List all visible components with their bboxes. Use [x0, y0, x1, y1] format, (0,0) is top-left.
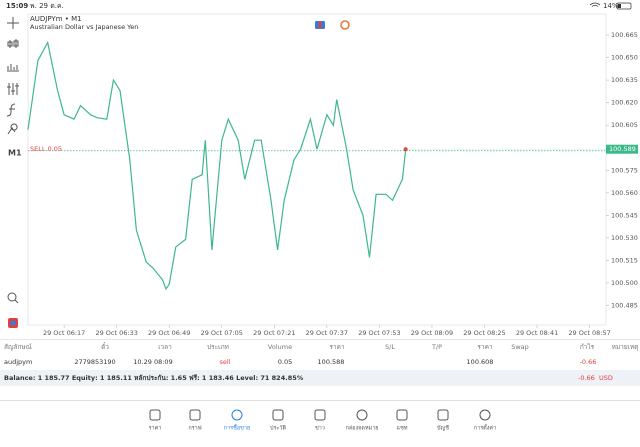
x-tick-label: 29 Oct 07:21	[253, 329, 295, 337]
x-tick-label: 29 Oct 07:05	[201, 329, 243, 337]
x-tick-label: 29 Oct 06:17	[43, 329, 85, 337]
divider	[0, 339, 640, 340]
nav-label[interactable]: ราคา	[149, 426, 162, 432]
nav-icon[interactable]	[189, 409, 201, 421]
nav-label[interactable]: กล่องจดหมาย	[345, 426, 378, 432]
flag-icon-inner	[318, 23, 322, 27]
position-current[interactable]: 100.608	[467, 358, 494, 366]
nav-icon[interactable]	[437, 409, 449, 421]
search-tool[interactable]	[7, 292, 17, 302]
app-icon-inner	[10, 321, 16, 325]
function-tool[interactable]	[6, 103, 16, 117]
account-summary: Balance: 1 185.77 Equity: 1 185.11 หลักป…	[4, 374, 304, 382]
position-price[interactable]: 100.588	[318, 358, 345, 366]
nav-label[interactable]: กราฟ	[188, 425, 201, 432]
position-symbol[interactable]: audjpym	[4, 358, 32, 366]
position-ticket[interactable]: 2779853190	[74, 358, 115, 366]
objects-tool[interactable]	[7, 123, 18, 135]
nav-label[interactable]: บัญชี	[437, 425, 449, 432]
search-handle	[14, 299, 19, 304]
x-tick-label: 29 Oct 07:37	[306, 329, 348, 337]
indicators-tool[interactable]	[7, 64, 19, 72]
nav-icon[interactable]	[356, 409, 368, 421]
table-header: ราคา	[329, 343, 344, 351]
table-header: กำไร	[580, 343, 595, 351]
price-line	[27, 40, 407, 291]
position-profit[interactable]: -0.66	[580, 358, 597, 366]
wifi-icon	[589, 2, 601, 7]
status-time: 15:09	[6, 2, 28, 10]
toolbar	[6, 17, 19, 304]
order-label: SELL 0.05	[30, 145, 62, 153]
nav-label[interactable]: ข่าว	[315, 426, 325, 432]
summary-profit: -0.66	[578, 374, 595, 382]
settings-tool[interactable]	[7, 83, 19, 95]
summary-bg	[0, 370, 640, 386]
y-tick-label: 100.650	[611, 54, 638, 62]
status-date: พ. 29 ต.ค.	[30, 2, 64, 10]
status-battery: 14%	[603, 2, 619, 10]
table-header: ตั๋ว	[101, 342, 109, 351]
table-header: สัญลักษณ์	[4, 343, 32, 351]
x-tick-label: 29 Oct 08:09	[411, 329, 453, 337]
position-volume[interactable]: 0.05	[278, 358, 292, 366]
y-tick-label: 100.515	[611, 256, 638, 264]
nav-divider	[0, 400, 640, 401]
y-tick-label: 100.665	[611, 31, 638, 39]
nav-icon[interactable]	[272, 409, 284, 421]
status-icon	[340, 20, 350, 30]
chart-type-tool[interactable]	[7, 39, 19, 48]
y-tick-label: 100.605	[611, 121, 638, 129]
nav-label[interactable]: ประวัติ	[270, 425, 286, 432]
summary-currency: USD	[599, 374, 613, 382]
y-tick-label: 100.485	[611, 301, 638, 309]
table-header: ราคา	[477, 343, 492, 351]
table-header: ประเภท	[207, 343, 229, 351]
y-tick-label: 100.575	[611, 166, 638, 174]
table-header: T/P	[431, 343, 442, 351]
y-tick-label: 100.500	[611, 279, 638, 287]
x-tick-label: 29 Oct 08:57	[568, 329, 610, 337]
table-header: Volume	[268, 343, 292, 351]
battery-icon	[616, 2, 632, 10]
nav-icon[interactable]	[479, 409, 491, 421]
chart-frame	[27, 13, 607, 326]
battery-level	[618, 4, 621, 8]
nav-icon[interactable]	[149, 409, 161, 421]
y-tick-label: 100.560	[611, 189, 638, 197]
x-tick-label: 29 Oct 06:33	[95, 329, 137, 337]
nav-label[interactable]: แชท	[397, 425, 408, 432]
y-tick-label: 100.620	[611, 99, 638, 107]
x-tick-label: 29 Oct 07:53	[358, 329, 400, 337]
table-header: Swap	[511, 343, 529, 351]
table-header: S/L	[385, 343, 395, 351]
y-tick-label: 100.635	[611, 76, 638, 84]
nav-icon[interactable]	[396, 409, 408, 421]
y-tick-label: 100.545	[611, 211, 638, 219]
x-tick-label: 29 Oct 08:41	[516, 329, 558, 337]
x-tick-label: 29 Oct 08:25	[463, 329, 505, 337]
x-tick-label: 29 Oct 06:49	[148, 329, 190, 337]
chart-title: AUDJPYm • M1	[30, 15, 82, 23]
position-type[interactable]: sell	[220, 358, 231, 366]
last-price-label: 100.589	[609, 145, 636, 153]
position-time[interactable]: 10.29 08:09	[133, 358, 172, 366]
timeframe[interactable]: M1	[8, 149, 22, 158]
chart-subtitle: Australian Dollar vs Japanese Yen	[30, 23, 138, 31]
y-tick-label: 100.530	[611, 234, 638, 242]
last-price-box	[606, 144, 638, 154]
nav-label[interactable]: การซื้อขาย	[224, 424, 250, 432]
nav-icon[interactable]	[231, 409, 243, 421]
crosshair-tool[interactable]	[7, 17, 19, 29]
table-header: หมายเหตุ	[612, 343, 639, 351]
nav-label[interactable]: การตั้งค่า	[474, 424, 496, 432]
table-header: เวลา	[158, 343, 172, 351]
nav-icon[interactable]	[314, 409, 326, 421]
